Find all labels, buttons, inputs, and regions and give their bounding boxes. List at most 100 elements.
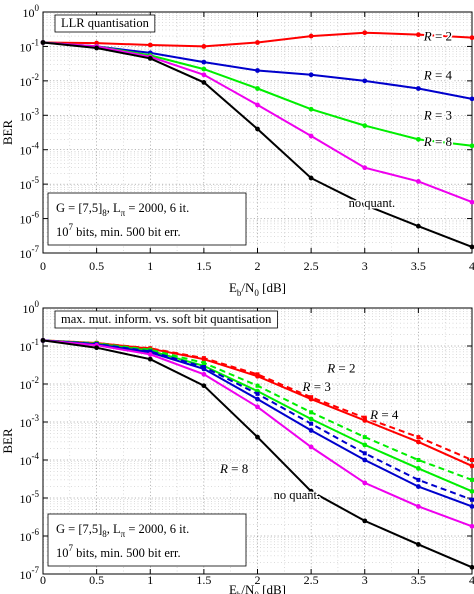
data-point — [255, 404, 260, 410]
data-point — [416, 435, 421, 440]
data-point — [309, 421, 314, 426]
x-axis-label: Eb/N0 [dB] — [229, 280, 286, 298]
data-point — [255, 383, 260, 388]
x-axis-label: Eb/N0 [dB] — [229, 582, 286, 594]
title-box: max. mut. inform. vs. soft bit quantisat… — [54, 310, 278, 329]
data-point — [94, 45, 100, 51]
data-point — [362, 480, 368, 486]
curve-label: R = 2 — [423, 28, 452, 43]
grid — [42, 11, 473, 254]
y-tick-label: 10-3 — [20, 413, 40, 430]
y-tick-label: 10-5 — [20, 489, 40, 506]
y-tick-label: 100 — [23, 299, 40, 316]
data-point — [469, 504, 474, 509]
data-point — [201, 72, 207, 78]
y-tick-label: 10-2 — [20, 72, 40, 89]
bottom-chart: 10-7 10-6 10-5 10-4 10-3 10-2 10-1 100 0 0.5 1 1.5 2… — [0, 299, 474, 594]
series-line — [42, 339, 473, 501]
y-tick-label: 10-4 — [20, 451, 40, 468]
data-point — [308, 444, 314, 450]
data-point — [362, 451, 367, 456]
x-tick-label: 3 — [362, 259, 368, 273]
data-point — [201, 360, 206, 365]
chart-title: LLR quantisation — [61, 16, 150, 30]
x-tick-label: 2 — [255, 573, 261, 587]
data-point — [415, 466, 421, 471]
y-tick-label: 10-6 — [20, 527, 40, 544]
parameter-line-2: 107 bits, min. 500 bit err. — [56, 543, 181, 560]
data-point — [469, 564, 474, 570]
curve-label: R = 4 — [369, 407, 399, 422]
data-point — [362, 457, 368, 463]
data-point — [362, 435, 367, 440]
y-tick-label: 100 — [23, 3, 40, 20]
x-tick-label: 1.5 — [196, 259, 211, 273]
top-chart: 10-7 10-6 10-5 10-4 10-3 10-2 10-1 100 0 0.5 1 1.5 2… — [0, 3, 474, 298]
data-point — [308, 488, 314, 494]
data-point — [255, 434, 260, 440]
x-tick-label: 1.5 — [196, 573, 211, 587]
chart-title: max. mut. inform. vs. soft bit quantisat… — [61, 312, 272, 326]
data-point — [94, 40, 100, 46]
y-axis-label: BER — [0, 120, 15, 146]
curve-label: R = 2 — [326, 361, 355, 376]
data-point — [309, 410, 314, 415]
data-point — [362, 415, 367, 420]
series — [40, 40, 474, 250]
data-point — [308, 416, 314, 422]
y-tick-label: 10-4 — [20, 141, 40, 158]
data-point — [147, 55, 153, 61]
y-tick-label: 10-1 — [20, 337, 40, 354]
data-point — [415, 504, 421, 509]
data-point — [40, 338, 46, 343]
data-point — [255, 68, 260, 73]
data-point — [416, 477, 421, 482]
data-point — [201, 383, 207, 389]
data-point — [469, 488, 474, 494]
parameter-line-2: 107 bits, min. 500 bit err. — [56, 222, 181, 239]
data-point — [94, 345, 100, 351]
data-point — [362, 165, 368, 171]
data-point — [362, 30, 368, 36]
series — [40, 338, 474, 494]
x-tick-label: 4 — [469, 573, 474, 587]
title-frame — [54, 310, 278, 329]
data-point — [201, 365, 206, 370]
curve-label: R = 3 — [423, 108, 452, 123]
title-frame — [54, 14, 156, 33]
data-point — [469, 35, 474, 41]
data-point — [469, 523, 474, 529]
parameter-box: G = [7,5]8, Lπ = 2000, 6 it. 107 bits, mi… — [47, 192, 247, 246]
data-point — [415, 439, 421, 445]
x-tick-label: 0 — [40, 259, 46, 273]
data-point — [470, 497, 474, 502]
curve-label: no quant. — [349, 196, 396, 210]
data-point — [255, 372, 260, 377]
data-point — [255, 102, 260, 108]
x-tick-label: 1 — [147, 259, 153, 273]
x-tick-label: 0.5 — [89, 259, 104, 273]
data-point — [40, 40, 46, 45]
data-point — [308, 106, 314, 112]
data-point — [415, 484, 421, 489]
data-point — [415, 32, 421, 38]
curve-label: R = 4 — [423, 67, 453, 82]
x-tick-label: 0.5 — [89, 573, 104, 587]
y-tick-label: 10-6 — [20, 210, 40, 227]
curve-label: R = 3 — [302, 379, 331, 394]
x-tick-label: 1 — [147, 573, 153, 587]
x-tick-label: 2 — [255, 259, 261, 273]
y-tick-label: 10-7 — [20, 565, 40, 582]
series — [40, 338, 474, 529]
series — [40, 30, 474, 49]
data-point — [201, 59, 207, 65]
parameter-frame — [47, 192, 247, 246]
data-point — [469, 143, 474, 149]
y-tick-label: 10-2 — [20, 375, 40, 392]
data-point — [201, 80, 207, 85]
data-point — [255, 396, 260, 402]
title-box: LLR quantisation — [54, 14, 156, 33]
data-point — [470, 477, 474, 482]
y-tick-label: 10-3 — [20, 106, 40, 123]
data-point — [201, 66, 207, 72]
